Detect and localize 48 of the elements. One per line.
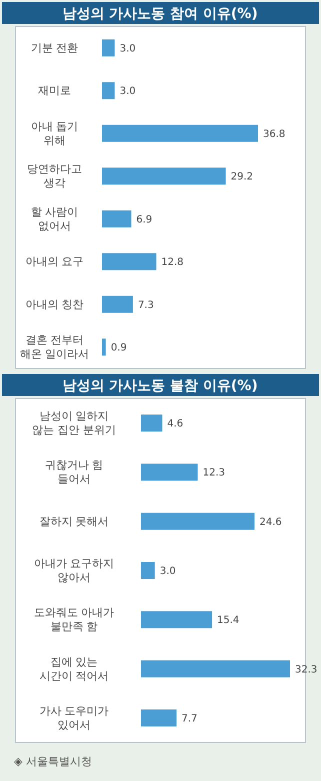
data-label: 7.3: [138, 300, 154, 311]
y-tick-label: 귀찮거나 힘 들어서: [44, 458, 104, 486]
bar: [141, 611, 212, 628]
chart-title: 남성의 가사노동 참여 이유(%): [62, 6, 258, 22]
chart-title: 남성의 가사노동 불참 이유(%): [62, 378, 258, 394]
y-tick-label: 잘하지 못해서: [39, 514, 109, 528]
y-tick-label: 아내의 칭찬: [25, 298, 84, 311]
y-tick-label: 기분 전환: [30, 41, 78, 54]
text: ◈ 서울특별시청: [14, 755, 92, 768]
data-label: 12.8: [161, 257, 184, 268]
bar: [141, 709, 177, 726]
bar: [102, 39, 115, 56]
data-label: 4.6: [167, 418, 184, 430]
data-label: 12.3: [202, 468, 226, 479]
y-tick-label: 재미로: [38, 84, 71, 98]
y-tick-label: 결혼 전부터 해온 일이라서: [20, 334, 90, 361]
bar: [141, 512, 254, 530]
bar: [102, 82, 115, 100]
data-label: 3.0: [160, 566, 176, 577]
bar: [102, 296, 133, 313]
data-label: 6.9: [136, 214, 152, 226]
y-tick-label: 할 사람이 없어서: [30, 205, 78, 232]
data-label: 3.0: [120, 43, 136, 54]
data-label: 36.8: [263, 128, 286, 140]
bar: [141, 464, 198, 481]
bar: [141, 660, 290, 678]
y-tick-label: 아내의 요구: [25, 255, 84, 268]
bar: [102, 168, 226, 185]
data-label: 32.3: [295, 664, 318, 676]
data-label: 0.9: [110, 342, 127, 354]
bar: [102, 124, 258, 142]
y-tick-label: 가사 도우미가 있어서: [39, 704, 109, 732]
y-tick-label: 집에 있는 시간이 적어서: [39, 655, 109, 682]
data-label: 24.6: [259, 516, 282, 528]
bar: [141, 562, 155, 579]
data-label: 29.2: [230, 172, 254, 183]
bar: [102, 210, 132, 228]
bar: [141, 414, 162, 432]
y-tick-label: 아내 돕기 위해: [30, 120, 78, 147]
bar: [102, 253, 156, 270]
data-label: 3.0: [120, 86, 136, 98]
y-tick-label: 도와줘도 아내가 불만족 함: [34, 606, 114, 634]
data-label: 7.7: [182, 713, 198, 724]
bar: [102, 338, 106, 356]
y-tick-label: 아내가 요구하지 않아서: [34, 557, 114, 584]
y-tick-label: 당연하다고 생각: [27, 162, 82, 190]
data-label: 15.4: [217, 615, 240, 626]
y-tick-label: 남성이 일하지 않는 집안 분위기: [32, 410, 116, 437]
